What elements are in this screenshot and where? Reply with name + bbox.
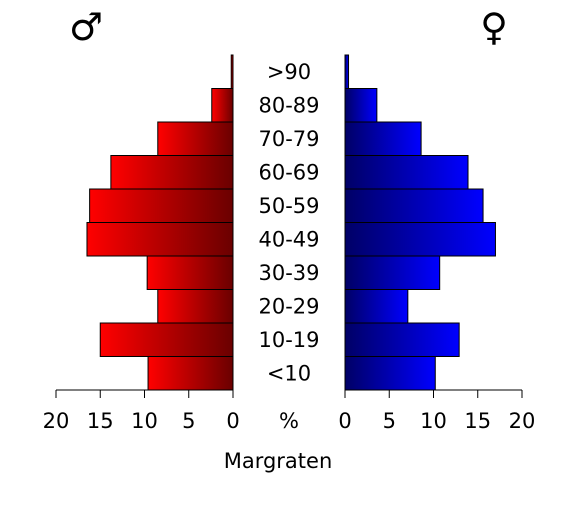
male-bar-5 <box>89 188 234 223</box>
male-tick-label-4: 0 <box>226 409 239 433</box>
male-bar-1 <box>99 322 234 357</box>
female-bar-6 <box>344 155 469 190</box>
age-label-9: >90 <box>267 60 311 84</box>
female-tick-label-0: 0 <box>338 409 351 433</box>
male-bar-4 <box>86 222 234 257</box>
female-bar-5 <box>344 188 484 223</box>
male-bar-2 <box>157 289 234 324</box>
female-tick-label-3: 15 <box>464 409 491 433</box>
female-bar-1 <box>344 322 460 357</box>
male-bar-7 <box>157 121 234 156</box>
male-bar-6 <box>110 155 234 190</box>
age-group-labels: <10 10-19 20-29 30-39 40-49 50-59 60-69 70-79 80… <box>258 60 319 386</box>
female-bar-8 <box>344 88 378 123</box>
male-bar-3 <box>146 255 234 290</box>
male-bar-9 <box>230 54 234 89</box>
female-tick-label-4: 20 <box>509 409 536 433</box>
female-bars <box>344 54 496 391</box>
male-tick-label-2: 10 <box>131 409 158 433</box>
age-label-2: 20-29 <box>258 294 319 318</box>
age-label-5: 50-59 <box>258 194 319 218</box>
age-label-0: <10 <box>267 361 311 385</box>
female-bar-2 <box>344 289 409 324</box>
male-x-axis: 20 15 10 5 0 <box>43 389 240 433</box>
female-x-axis: 0 5 10 15 20 <box>338 389 536 433</box>
chart-caption: Margraten <box>224 449 333 473</box>
female-bar-4 <box>344 222 496 257</box>
age-label-6: 60-69 <box>258 160 319 184</box>
female-bar-7 <box>344 121 422 156</box>
percent-axis-label: % <box>279 409 299 433</box>
female-bar-3 <box>344 255 441 290</box>
female-bar-9 <box>344 54 350 89</box>
female-symbol-icon: ♀ <box>480 5 508 49</box>
male-bar-8 <box>211 88 234 123</box>
male-tick-label-0: 20 <box>43 409 70 433</box>
male-bar-0 <box>147 356 234 391</box>
female-tick-label-2: 10 <box>420 409 447 433</box>
age-label-3: 30-39 <box>258 261 319 285</box>
female-tick-label-1: 5 <box>383 409 396 433</box>
age-label-4: 40-49 <box>258 227 319 251</box>
age-label-8: 80-89 <box>258 93 319 117</box>
female-bar-0 <box>344 356 436 391</box>
male-tick-label-3: 5 <box>182 409 195 433</box>
age-label-7: 70-79 <box>258 127 319 151</box>
male-tick-label-1: 15 <box>87 409 114 433</box>
age-label-1: 10-19 <box>258 328 319 352</box>
male-bars <box>86 54 234 391</box>
male-symbol-icon: ♂ <box>69 5 103 49</box>
